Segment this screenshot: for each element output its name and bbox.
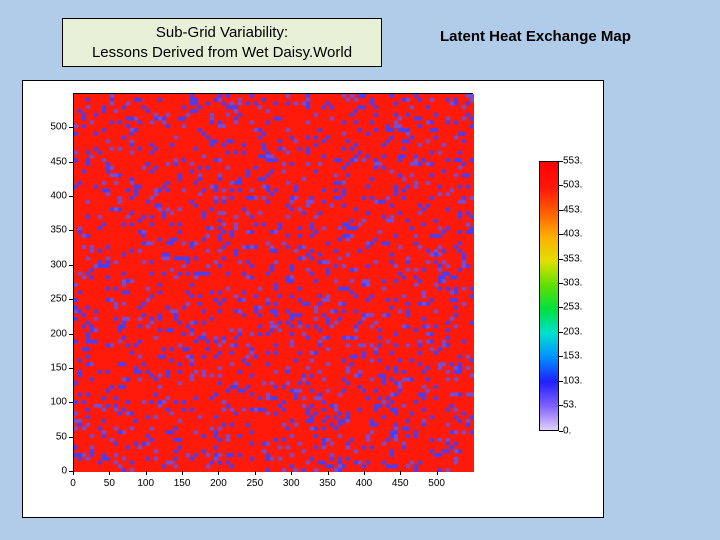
- colorbar-tickmark: [559, 185, 563, 186]
- x-tickmark: [218, 471, 219, 475]
- colorbar-tickmark: [559, 259, 563, 260]
- colorbar-tick-label: 253.: [563, 302, 582, 313]
- heatmap-canvas: [74, 94, 474, 472]
- y-tickmark: [69, 368, 73, 369]
- x-tickmark: [73, 471, 74, 475]
- x-tick-label: 300: [283, 478, 300, 489]
- x-tickmark: [400, 471, 401, 475]
- y-tickmark: [69, 334, 73, 335]
- x-tickmark: [255, 471, 256, 475]
- y-tickmark: [69, 299, 73, 300]
- colorbar-canvas: [539, 161, 559, 431]
- colorbar-tick-label: 353.: [563, 253, 582, 264]
- colorbar-tickmark: [559, 283, 563, 284]
- colorbar-tickmark: [559, 356, 563, 357]
- y-tickmark: [69, 402, 73, 403]
- x-tickmark: [291, 471, 292, 475]
- y-tick-label: 50: [23, 431, 67, 442]
- x-tick-label: 100: [137, 478, 154, 489]
- x-tickmark: [109, 471, 110, 475]
- x-tickmark: [328, 471, 329, 475]
- heatmap-plot: [73, 93, 473, 471]
- y-tick-label: 450: [23, 156, 67, 167]
- x-tick-label: 250: [246, 478, 263, 489]
- colorbar-tick-label: 53.: [563, 400, 577, 411]
- y-tick-label: 400: [23, 191, 67, 202]
- x-tick-label: 350: [319, 478, 336, 489]
- title-line2: Lessons Derived from Wet Daisy.World: [69, 43, 375, 63]
- x-tick-label: 0: [70, 478, 76, 489]
- y-tick-label: 300: [23, 259, 67, 270]
- x-tick-label: 400: [356, 478, 373, 489]
- x-tick-label: 50: [104, 478, 115, 489]
- y-tickmark: [69, 127, 73, 128]
- y-tick-label: 200: [23, 328, 67, 339]
- x-tickmark: [437, 471, 438, 475]
- colorbar-tickmark: [559, 431, 563, 432]
- y-tick-label: 100: [23, 397, 67, 408]
- colorbar-tickmark: [559, 210, 563, 211]
- colorbar-tick-label: 303.: [563, 278, 582, 289]
- y-tickmark: [69, 437, 73, 438]
- x-tick-label: 500: [428, 478, 445, 489]
- colorbar-tickmark: [559, 405, 563, 406]
- y-tickmark: [69, 162, 73, 163]
- colorbar-tick-label: 153.: [563, 351, 582, 362]
- colorbar-tickmark: [559, 234, 563, 235]
- y-tick-label: 250: [23, 294, 67, 305]
- x-tick-label: 450: [392, 478, 409, 489]
- colorbar-tick-label: 553.: [563, 156, 582, 167]
- title-line1: Sub-Grid Variability:: [69, 23, 375, 43]
- colorbar-tick-label: 453.: [563, 204, 582, 215]
- colorbar-tick-label: 203.: [563, 326, 582, 337]
- colorbar-tick-label: 103.: [563, 375, 582, 386]
- colorbar-tick-label: 503.: [563, 180, 582, 191]
- colorbar-tickmark: [559, 161, 563, 162]
- colorbar: 0.53.103.153.203.253.303.353.403.453.503…: [539, 161, 559, 431]
- y-tick-label: 350: [23, 225, 67, 236]
- title-box: Sub-Grid Variability: Lessons Derived fr…: [62, 18, 382, 67]
- x-tickmark: [182, 471, 183, 475]
- x-tickmark: [146, 471, 147, 475]
- x-tick-label: 200: [210, 478, 227, 489]
- y-tick-label: 150: [23, 362, 67, 373]
- subtitle: Latent Heat Exchange Map: [440, 28, 631, 45]
- y-tick-label: 500: [23, 122, 67, 133]
- y-tick-label: 0: [23, 466, 67, 477]
- colorbar-tickmark: [559, 307, 563, 308]
- colorbar-tick-label: 0.: [563, 426, 571, 437]
- y-tickmark: [69, 196, 73, 197]
- colorbar-tick-label: 403.: [563, 229, 582, 240]
- colorbar-tickmark: [559, 381, 563, 382]
- y-tickmark: [69, 230, 73, 231]
- x-tick-label: 150: [174, 478, 191, 489]
- chart-frame: 0.53.103.153.203.253.303.353.403.453.503…: [22, 80, 604, 518]
- y-tickmark: [69, 265, 73, 266]
- colorbar-tickmark: [559, 332, 563, 333]
- x-tickmark: [364, 471, 365, 475]
